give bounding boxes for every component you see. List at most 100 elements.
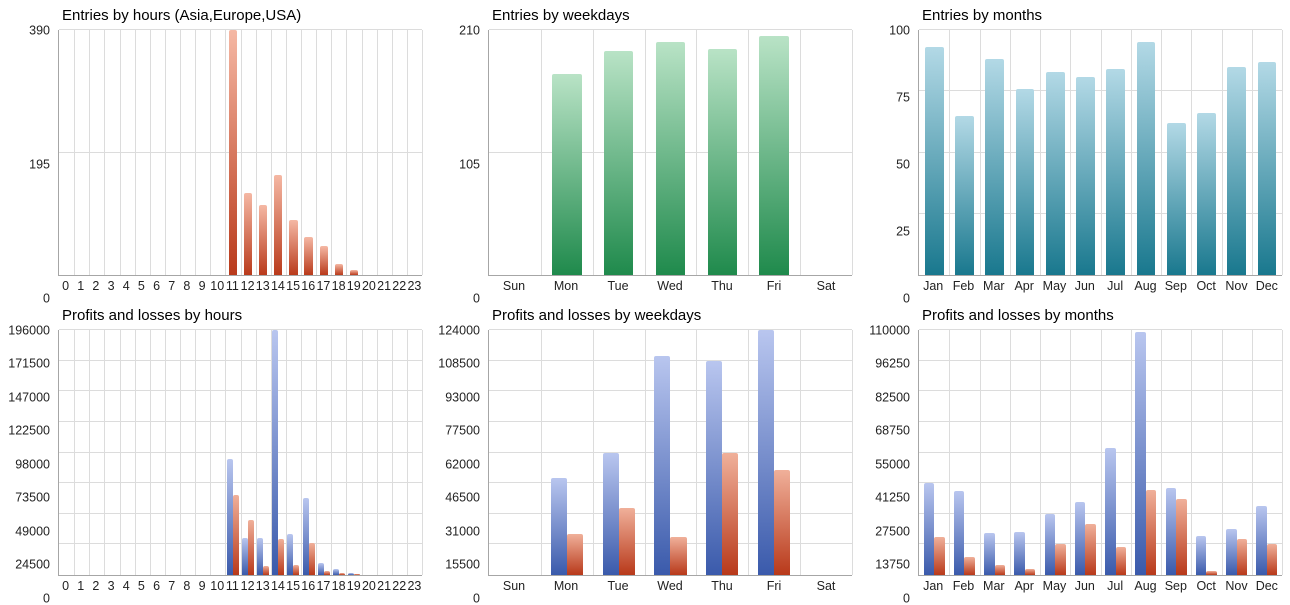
- gridline-vertical: [852, 330, 853, 575]
- x-tick-label: 12: [240, 579, 255, 593]
- loss-bar: [934, 537, 945, 575]
- category-column: [489, 330, 541, 575]
- gridline-vertical: [376, 30, 378, 275]
- x-tick-label: 1: [77, 279, 85, 293]
- x-tick-label: 14: [270, 279, 285, 293]
- entries-bar: [334, 263, 343, 275]
- x-tick-label: Mar: [983, 579, 1005, 593]
- x-tick-label: Jan: [923, 579, 944, 593]
- x-tick-label: Nov: [1225, 579, 1248, 593]
- loss-bar: [994, 564, 1006, 575]
- category-column: [1131, 30, 1161, 275]
- gridline-vertical: [1100, 30, 1102, 275]
- category-column: [1101, 30, 1131, 275]
- category-column: [165, 30, 180, 275]
- x-tick-label: 23: [407, 579, 422, 593]
- gridline-vertical: [1251, 330, 1253, 575]
- y-tick-label: 46500: [445, 490, 480, 505]
- profit-bar: [332, 568, 339, 575]
- category-column: [645, 330, 697, 575]
- gridline-vertical: [1009, 330, 1011, 575]
- gridline-vertical: [1221, 30, 1223, 275]
- gridline-horizontal: [489, 390, 852, 392]
- category-column: [949, 330, 979, 575]
- profit-bar: [1195, 536, 1207, 575]
- loss-bar: [1206, 570, 1217, 575]
- category-column: [195, 330, 210, 575]
- gridline-horizontal: [489, 29, 852, 30]
- x-tick-label: 11: [225, 579, 239, 593]
- gridline-vertical: [391, 330, 393, 575]
- category-column: [407, 330, 422, 575]
- profit-bar: [347, 572, 354, 575]
- x-tick-label: Mon: [553, 279, 579, 293]
- chart-title: Profits and losses by hours: [62, 307, 243, 324]
- category-column: [195, 30, 210, 275]
- loss-bar: [323, 571, 330, 575]
- x-tick-label: Nov: [1225, 279, 1248, 293]
- category-column: [362, 330, 377, 575]
- gridline-vertical: [422, 330, 423, 575]
- x-tick-label: Thu: [711, 579, 733, 593]
- category-column: [541, 30, 593, 275]
- gridline-vertical: [800, 30, 802, 275]
- category-column: [74, 330, 89, 575]
- category-column: [165, 330, 180, 575]
- gridline-horizontal: [919, 29, 1282, 30]
- x-tick-label: 13: [255, 579, 270, 593]
- x-tick-label: Tue: [607, 579, 629, 593]
- gridline-vertical: [748, 30, 750, 275]
- category-column: [241, 30, 256, 275]
- y-tick-label: 77500: [445, 423, 480, 438]
- loss-bar: [1085, 523, 1096, 575]
- gridline-vertical: [180, 30, 181, 275]
- gridline-horizontal: [59, 29, 422, 30]
- gridline-vertical: [361, 30, 363, 275]
- entries-bar: [1045, 71, 1065, 275]
- loss-bar: [1266, 543, 1278, 575]
- y-tick-label: 210: [459, 22, 480, 37]
- x-tick-label: 13: [255, 279, 270, 293]
- category-column: [1131, 330, 1161, 575]
- category-column: [150, 30, 165, 275]
- plot-wrap: 0 1 2 3 4 5 6 7 8 9 10 11 12 13 14 15 16 17 18 19 20 21 22 23: [58, 329, 423, 598]
- x-tick-label: Jul: [1107, 279, 1124, 293]
- gridline-vertical: [316, 330, 318, 575]
- gridline-vertical: [422, 30, 423, 275]
- entries-bar: [1106, 69, 1125, 275]
- category-column: [89, 330, 104, 575]
- gridline-vertical: [540, 30, 542, 275]
- x-tick-label: 23: [407, 279, 422, 293]
- category-column: [1040, 30, 1070, 275]
- gridline-vertical: [149, 30, 151, 275]
- category-column: [1040, 330, 1070, 575]
- category-column: [104, 30, 119, 275]
- category-column: [645, 30, 697, 275]
- gridline-vertical: [225, 30, 227, 275]
- x-tick-label: 5: [137, 579, 145, 593]
- category-column: [89, 30, 104, 275]
- x-tick-label: 4: [122, 579, 130, 593]
- x-tick-label: 15: [286, 579, 301, 593]
- category-column: [1070, 330, 1100, 575]
- gridline-vertical: [1282, 330, 1283, 575]
- x-axis: Jan Feb Mar Apr May Jun Jul Aug Sep Oct Nov Dec: [918, 276, 1282, 298]
- gridline-horizontal: [919, 329, 1282, 330]
- entries-bar: [304, 237, 313, 275]
- category-column: [748, 30, 800, 275]
- loss-bar: [263, 566, 270, 575]
- gridline-horizontal: [489, 359, 852, 361]
- gridline-vertical: [979, 30, 981, 275]
- gridline-vertical: [346, 330, 348, 575]
- category-column: [919, 30, 949, 275]
- category-column: [150, 330, 165, 575]
- x-tick-label: 3: [107, 579, 115, 593]
- x-tick-label: Aug: [1134, 279, 1157, 293]
- category-column: [748, 330, 800, 575]
- profit-bar: [257, 537, 264, 575]
- x-tick-label: 2: [92, 279, 100, 293]
- gridline-vertical: [331, 30, 333, 275]
- chart-body: 0 15500 31000 46500 62000 77500 93000 108500 124…: [432, 324, 853, 604]
- category-column: [135, 330, 150, 575]
- category-column: [120, 30, 135, 275]
